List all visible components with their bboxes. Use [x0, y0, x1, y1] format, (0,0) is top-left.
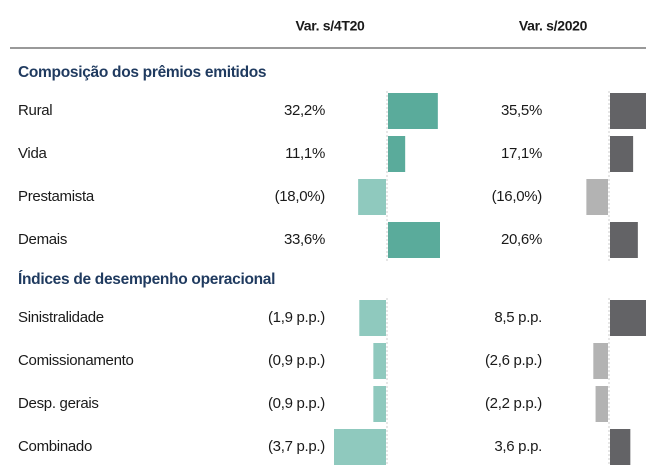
bar	[334, 429, 386, 465]
section-title: Composição dos prêmios emitidos	[18, 64, 266, 81]
bar	[593, 343, 608, 379]
value-label: 3,6 p.p.	[494, 438, 542, 455]
bar	[610, 429, 631, 465]
value-label: 35,5%	[501, 102, 542, 119]
value-label: 17,1%	[501, 145, 542, 162]
bar	[586, 179, 608, 215]
bar	[610, 222, 638, 258]
bar	[373, 343, 386, 379]
bar	[610, 136, 634, 172]
value-label: (3,7 p.p.)	[268, 438, 325, 455]
bar	[388, 136, 406, 172]
bar	[388, 93, 438, 129]
row-label: Prestamista	[18, 188, 95, 205]
value-label: 32,2%	[284, 102, 325, 119]
bar	[610, 93, 646, 129]
value-label: (0,9 p.p.)	[268, 352, 325, 369]
bar	[388, 222, 440, 258]
value-label: (18,0%)	[275, 188, 326, 205]
value-label: 20,6%	[501, 231, 542, 248]
row-label: Comissionamento	[18, 352, 134, 369]
row-label: Demais	[18, 231, 67, 248]
row-label: Sinistralidade	[18, 309, 104, 326]
column-header: Var. s/4T20	[295, 18, 365, 34]
bar	[610, 300, 646, 336]
bar	[358, 179, 386, 215]
value-label: (1,9 p.p.)	[268, 309, 325, 326]
row-label: Desp. gerais	[18, 395, 99, 412]
value-label: (0,9 p.p.)	[268, 395, 325, 412]
value-label: 8,5 p.p.	[494, 309, 542, 326]
value-label: 33,6%	[284, 231, 325, 248]
section-title: Índices de desempenho operacional	[18, 271, 275, 288]
column-header: Var. s/2020	[519, 18, 588, 34]
row-label: Vida	[18, 145, 48, 162]
row-label: Combinado	[18, 438, 92, 455]
row-label: Rural	[18, 102, 52, 119]
bar	[373, 386, 386, 422]
bar	[595, 386, 608, 422]
value-label: 11,1%	[285, 145, 325, 162]
bar	[359, 300, 386, 336]
value-label: (2,6 p.p.)	[485, 352, 542, 369]
value-label: (2,2 p.p.)	[485, 395, 542, 412]
value-label: (16,0%)	[492, 188, 543, 205]
